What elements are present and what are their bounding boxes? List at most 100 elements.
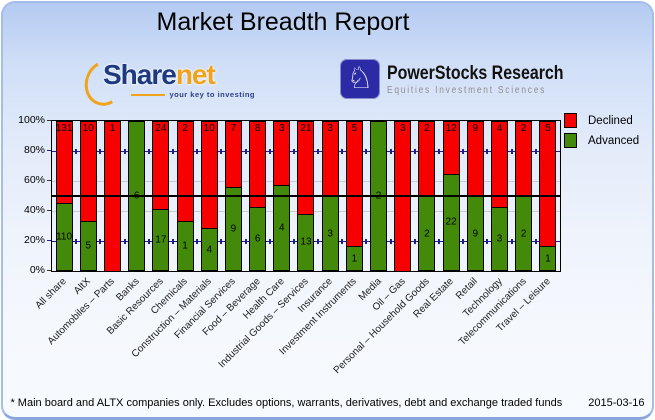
declined-count-label: 2: [182, 123, 188, 135]
declined-segment: 10: [79, 121, 97, 222]
grid-tick-dash: [268, 149, 271, 154]
grid-tick-dash: [75, 149, 78, 154]
grid-tick-dash: [196, 239, 199, 244]
sharenet-word-net: net: [175, 59, 216, 90]
grid-tick-dash: [413, 239, 416, 244]
y-axis-tick-40: [47, 210, 51, 211]
bar-construction-materials: 10 4: [200, 121, 218, 271]
grid-tick-dash: [317, 239, 320, 244]
advanced-count-label: 1: [545, 253, 551, 264]
grid-tick-dash: [220, 239, 223, 244]
declined-segment: 131: [55, 121, 73, 203]
declined-count-label: 10: [203, 123, 215, 135]
advanced-count-label: 4: [279, 222, 285, 234]
grid-tick-dash: [413, 149, 416, 154]
advanced-segment: 3: [321, 196, 339, 271]
advanced-segment: 110: [55, 202, 73, 271]
advanced-count-label: 3: [327, 228, 333, 239]
advanced-count-label: 110: [56, 231, 73, 243]
advanced-segment: 2: [515, 196, 533, 271]
declined-segment: 2: [515, 121, 533, 196]
advanced-segment: 1: [345, 246, 363, 271]
advanced-segment: 6: [249, 206, 267, 271]
powerstocks-badge: ♘: [340, 59, 380, 99]
bar-real-estate: 12 22: [442, 121, 460, 271]
declined-segment: 4: [490, 121, 508, 207]
powerstocks-name: PowerStocks Research: [387, 62, 564, 84]
declined-count-label: 24: [155, 123, 167, 135]
advanced-segment: 3: [490, 206, 508, 271]
y-axis-tick-0: [47, 270, 51, 271]
advanced-segment: 13: [297, 213, 315, 271]
footer: * Main board and ALTX companies only. Ex…: [3, 397, 652, 409]
bar-industrial-goods-services: 21 13: [297, 121, 315, 271]
declined-count-label: 8: [254, 123, 261, 135]
advanced-count-label: 2: [520, 228, 527, 239]
advanced-count-label: 3: [496, 233, 503, 245]
advanced-segment: 5: [79, 221, 97, 271]
declined-segment: 5: [345, 121, 363, 246]
y-axis-label-0: 0%: [29, 264, 45, 276]
powerstocks-subtitle: Equities Investment Sciences: [387, 84, 547, 96]
footer-date: 2015-03-16: [588, 397, 645, 409]
powerstocks-logo: ♘ PowerStocks Research Equities Investme…: [340, 59, 597, 99]
advanced-count-label: 2: [424, 228, 430, 239]
sharenet-tagline: your key to investing: [103, 90, 255, 99]
declined-count-label: 21: [300, 123, 312, 135]
footer-note: * Main board and ALTX companies only. Ex…: [10, 397, 563, 409]
grid-tick-dash: [99, 149, 102, 154]
declined-count-label: 12: [445, 123, 457, 135]
declined-count-label: 131: [55, 123, 73, 135]
sharenet-wordmark: Sharenet: [103, 59, 216, 91]
grid-tick-dash: [389, 149, 392, 154]
grid-tick-dash: [292, 149, 295, 154]
grid-tick-dash: [341, 239, 344, 244]
declined-segment: 21: [297, 121, 315, 214]
advanced-segment: 2: [418, 196, 436, 271]
fifty-percent-line: [51, 195, 561, 197]
declined-segment: 24: [152, 121, 170, 209]
grid-tick-dash: [75, 239, 78, 244]
advanced-segment: 4: [273, 185, 291, 271]
grid-tick-dash: [244, 149, 247, 154]
advanced-segment: 17: [152, 208, 170, 271]
declined-segment: 8: [249, 121, 267, 207]
legend-row-declined: Declined: [564, 113, 639, 128]
bar-slot-17: 12 22: [439, 121, 463, 271]
y-axis-label-80: 80%: [23, 144, 45, 156]
grid-tick-dash: [147, 239, 150, 244]
bar-basic-resources: 24 17: [152, 121, 170, 271]
advanced-count-label: 17: [155, 234, 167, 246]
sharenet-word-share: Share: [103, 59, 177, 90]
y-axis-tick-80: [47, 150, 51, 151]
advanced-count-label: 9: [230, 223, 237, 235]
grid-tick-dash: [147, 149, 150, 154]
grid-tick-dash: [389, 239, 392, 244]
declined-segment: 3: [321, 121, 339, 196]
y-axis-label-40: 40%: [23, 204, 45, 216]
grid-tick-dash: [534, 149, 537, 154]
y-axis-tick-20: [47, 240, 51, 241]
grid-tick-dash: [462, 239, 465, 244]
y-axis-label-20: 20%: [23, 234, 45, 246]
y-axis-label-100: 100%: [18, 114, 45, 126]
declined-segment: 3: [273, 121, 291, 186]
sharenet-tagline-text: your key to investing: [169, 90, 255, 99]
grid-tick-dash: [462, 149, 465, 154]
declined-swatch: [564, 113, 577, 128]
grid-tick-dash: [510, 239, 513, 244]
advanced-count-label: 13: [300, 236, 312, 248]
advanced-segment: 1: [176, 221, 194, 271]
declined-segment: 9: [466, 121, 484, 196]
grid-tick-dash: [365, 149, 368, 154]
declined-segment: 12: [442, 121, 460, 174]
chart-legend: Declined Advanced: [564, 113, 639, 148]
grid-tick-dash: [196, 149, 199, 154]
legend-label-declined: Declined: [588, 114, 633, 127]
grid-tick-dash: [268, 239, 271, 244]
advanced-segment: 4: [200, 228, 218, 271]
